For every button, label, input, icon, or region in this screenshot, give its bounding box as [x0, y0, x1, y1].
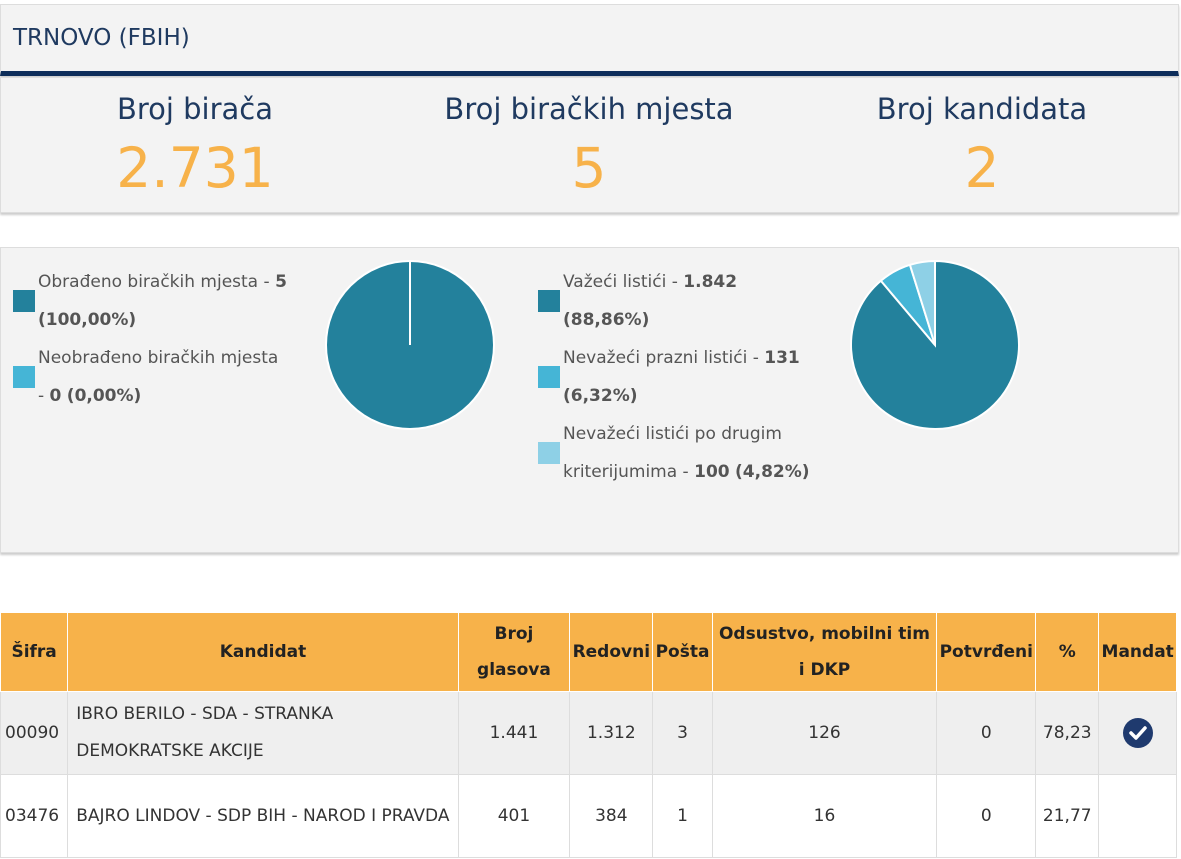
table-cell: BAJRO LINDOV - SDP BIH - NAROD I PRAVDA [67, 774, 459, 858]
legend-percent: (6,32%) [563, 386, 638, 406]
legend-value: 100 [694, 462, 730, 482]
legend-value: 5 [275, 272, 287, 292]
mandate-cell [1098, 691, 1177, 775]
legend-label: Obrađeno biračkih mjesta - [38, 272, 270, 292]
legend-value: 1.842 [683, 272, 738, 292]
table-row: 00090 IBRO BERILO - SDA - STRANKA DEMOKRA… [0, 691, 1177, 775]
legend-text: Obrađeno biračkih mjesta - 5 (100,00%) [38, 263, 288, 339]
legend-item: Nevažeći prazni listići - 131 (6,32%) [538, 339, 818, 415]
legend-value: 0 [49, 386, 62, 406]
table-cell: IBRO BERILO - SDA - STRANKA DEMOKRATSKE … [67, 691, 459, 775]
legend-text: Važeći listići - 1.842 (88,86%) [563, 263, 818, 339]
legend-text: Nevažeći prazni listići - 131 (6,32%) [563, 339, 818, 415]
header-row: Šifra Kandidat Broj glasova Redovni Pošta Ods… [0, 612, 1177, 692]
column-header: Kandidat [67, 612, 459, 692]
legend-label: Nevažeći prazni listići - [563, 348, 759, 368]
charts-panel: Obrađeno biračkih mjesta - 5 (100,00%) Ne… [0, 247, 1179, 553]
column-header: % [1035, 612, 1100, 692]
legend-swatch [538, 366, 560, 388]
stat-value: 2 [964, 136, 1000, 200]
legend-label: Važeći listići - [563, 272, 678, 292]
legend-item: Obrađeno biračkih mjesta - 5 (100,00%) [13, 263, 288, 339]
legend-value: 131 [764, 348, 800, 368]
legend-swatch [538, 442, 560, 464]
table-cell: 0 [936, 691, 1037, 775]
legend-swatch [538, 290, 560, 312]
column-header: Redovni [569, 612, 654, 692]
legend-label: Nevažeći listići po drugim kriterijumima… [563, 424, 782, 482]
legend-text: Neobrađeno biračkih mjesta - 0 (0,00%) [38, 339, 288, 415]
stat: Broj kandidata 2 [782, 92, 1181, 200]
legend-percent: (88,86%) [563, 310, 650, 330]
table-cell: 1 [652, 774, 713, 858]
table-cell: 21,77 [1035, 774, 1100, 858]
table-cell: 0 [936, 774, 1037, 858]
pie-canvas [325, 259, 1020, 430]
mandate-cell [1098, 774, 1177, 858]
table-cell: 16 [711, 774, 938, 858]
stat-value: 2.731 [116, 136, 274, 200]
legend-text: Nevažeći listići po drugim kriterijumima… [563, 415, 818, 491]
stat-label: Broj birača [116, 92, 274, 126]
table-cell: 00090 [0, 691, 69, 775]
column-header: Mandat [1098, 612, 1177, 692]
legend: Važeći listići - 1.842 (88,86%) Nevažeći … [538, 263, 818, 491]
table-cell: 78,23 [1035, 691, 1100, 775]
title: TRNOVO (FBIH) [13, 25, 190, 51]
table-cell: 1.441 [457, 691, 571, 775]
legend: Obrađeno biračkih mjesta - 5 (100,00%) Ne… [13, 263, 288, 415]
stat-label: Broj biračkih mjesta [444, 92, 734, 126]
legend-percent: (100,00%) [38, 310, 137, 330]
table-cell: 401 [457, 774, 571, 858]
legend-swatch [13, 290, 35, 312]
legend-item: Neobrađeno biračkih mjesta - 0 (0,00%) [13, 339, 288, 415]
legend-percent: (0,00%) [66, 386, 142, 406]
table-cell: 1.312 [569, 691, 654, 775]
results-table: Šifra Kandidat Broj glasova Redovni Pošta Ods… [0, 612, 1177, 858]
legend-item: Važeći listići - 1.842 (88,86%) [538, 263, 818, 339]
column-header: Potvrđeni [936, 612, 1037, 692]
legend-item: Nevažeći listići po drugim kriterijumima… [538, 415, 818, 491]
stats-panel: Broj birača 2.731 Broj biračkih mjesta 5 Bro… [0, 77, 1179, 213]
column-header: Odsustvo, mobilni tim i DKP [711, 612, 938, 692]
legend-percent: (4,82%) [735, 462, 810, 482]
table-cell: 3 [652, 691, 713, 775]
stat: Broj biračkih mjesta 5 [389, 92, 789, 200]
legend-label: Neobrađeno biračkih mjesta - [38, 348, 279, 406]
column-header: Broj glasova [457, 612, 571, 692]
stat-value: 5 [571, 136, 607, 200]
header: TRNOVO (FBIH) [0, 4, 1179, 76]
legend-swatch [13, 366, 35, 388]
stat: Broj birača 2.731 [0, 92, 395, 200]
stat-label: Broj kandidata [876, 92, 1088, 126]
pie-slice [908, 259, 936, 346]
table-cell: 384 [569, 774, 654, 858]
column-header: Šifra [0, 612, 69, 692]
table-cell: 126 [711, 691, 938, 775]
column-header: Pošta [652, 612, 713, 692]
mandate-icon [1122, 717, 1153, 748]
table-cell: 03476 [0, 774, 69, 858]
table-row: 03476 BAJRO LINDOV - SDP BIH - NAROD I PR… [0, 774, 1177, 858]
